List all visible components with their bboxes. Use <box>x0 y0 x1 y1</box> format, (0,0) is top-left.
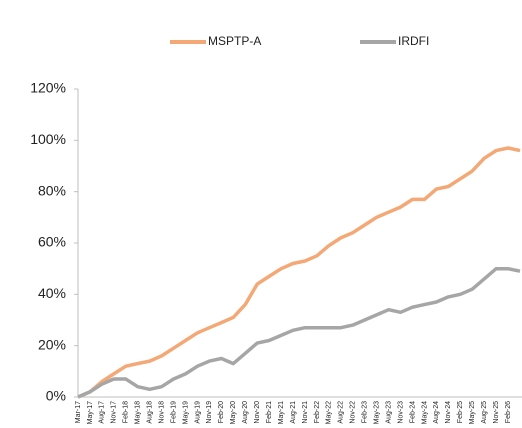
y-tick-label: 120% <box>30 80 66 96</box>
x-tick-label: Aug-22 <box>338 401 345 424</box>
x-tick-label: Aug-20 <box>242 401 249 424</box>
x-tick-label: Feb-26 <box>505 401 512 423</box>
x-tick-label: Nov-24 <box>445 401 452 424</box>
x-tick-label: May-23 <box>373 401 380 424</box>
x-tick-label: May-20 <box>230 401 237 424</box>
x-tick-label: Feb-25 <box>457 401 464 423</box>
x-tick-label: Feb-24 <box>409 401 416 423</box>
x-tick-label: Nov-18 <box>158 401 165 424</box>
legend-label: IRDFI <box>398 34 429 48</box>
x-tick-label: Aug-24 <box>433 401 440 424</box>
legend-label: MSPTP-A <box>208 34 261 48</box>
x-tick-label: Nov-21 <box>302 401 309 424</box>
x-tick-label: Aug-25 <box>481 401 488 424</box>
x-tick-label: Feb-19 <box>170 401 177 423</box>
series-line <box>77 146 521 399</box>
x-tick-label: Aug-18 <box>147 401 154 424</box>
x-tick-label: Feb-21 <box>266 401 273 423</box>
y-tick-label: 80% <box>38 182 66 198</box>
x-tick-label: May-21 <box>278 401 285 424</box>
x-tick-label: Feb-18 <box>123 401 130 423</box>
x-tick-label: Aug-19 <box>194 401 201 424</box>
x-tick-label: Aug-23 <box>385 401 392 424</box>
x-tick-label: May-19 <box>182 401 189 424</box>
x-tick-label: Aug-21 <box>290 401 297 424</box>
x-tick-label: May-24 <box>421 401 428 424</box>
x-tick-label: Mar-17 <box>75 401 82 423</box>
x-tick-label: May-17 <box>87 401 94 424</box>
x-tick-label: Feb-23 <box>362 401 369 423</box>
x-tick-label: Nov-22 <box>350 401 357 424</box>
x-tick-label: May-22 <box>326 401 333 424</box>
x-tick-label: Nov-25 <box>493 401 500 424</box>
y-tick-label: 40% <box>38 285 66 301</box>
y-tick-label: 20% <box>38 336 66 352</box>
x-tick-label: Aug-17 <box>99 401 106 424</box>
y-tick-label: 0% <box>46 388 66 404</box>
x-tick-label: Feb-22 <box>314 401 321 423</box>
x-tick-label: May-18 <box>135 401 142 424</box>
x-tick-label: Nov-23 <box>397 401 404 424</box>
y-tick-label: 100% <box>30 131 66 147</box>
x-tick-label: Nov-17 <box>111 401 118 424</box>
x-tick-label: Nov-20 <box>254 401 261 424</box>
x-tick-label: Nov-19 <box>206 401 213 424</box>
y-tick-label: 60% <box>38 234 66 250</box>
x-tick-label: Feb-20 <box>218 401 225 423</box>
series-line <box>77 266 521 399</box>
x-tick-label: May-25 <box>469 401 476 424</box>
